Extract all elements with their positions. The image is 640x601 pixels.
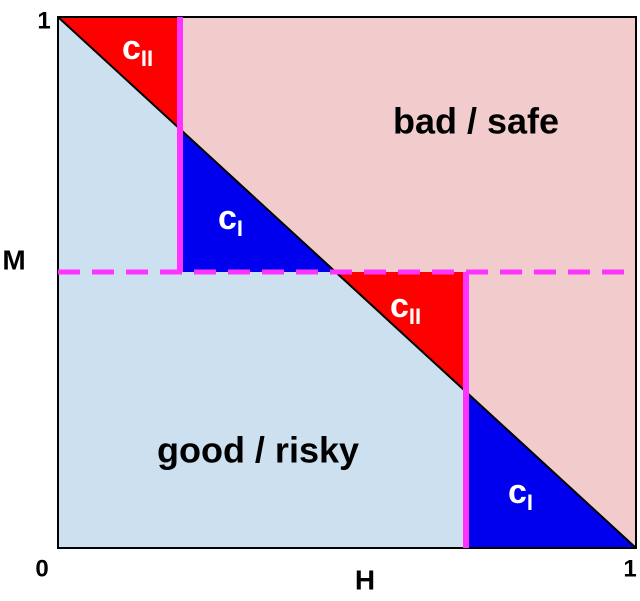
- x-axis-label: H: [355, 564, 375, 595]
- letter: c: [122, 29, 141, 67]
- region-label: good / risky: [157, 430, 359, 471]
- triangle-label: cII: [122, 29, 153, 71]
- subscript: II: [409, 304, 421, 329]
- letter: c: [390, 287, 409, 325]
- y-axis-label: M: [2, 244, 25, 275]
- frame: [57, 16, 637, 549]
- x-max-label: 1: [623, 555, 636, 582]
- subscript: I: [527, 490, 533, 515]
- letter: c: [218, 199, 237, 237]
- diagonal: [57, 16, 637, 549]
- origin-label: 0: [35, 555, 48, 582]
- subscript: I: [237, 216, 243, 241]
- region-label: bad / safe: [393, 101, 559, 142]
- triangle-label: cII: [390, 287, 421, 329]
- letter: c: [508, 473, 527, 511]
- triangle-label: cI: [508, 473, 533, 515]
- subscript: II: [141, 46, 153, 71]
- triangle-label: cI: [218, 199, 243, 241]
- y-max-label: 1: [37, 7, 50, 34]
